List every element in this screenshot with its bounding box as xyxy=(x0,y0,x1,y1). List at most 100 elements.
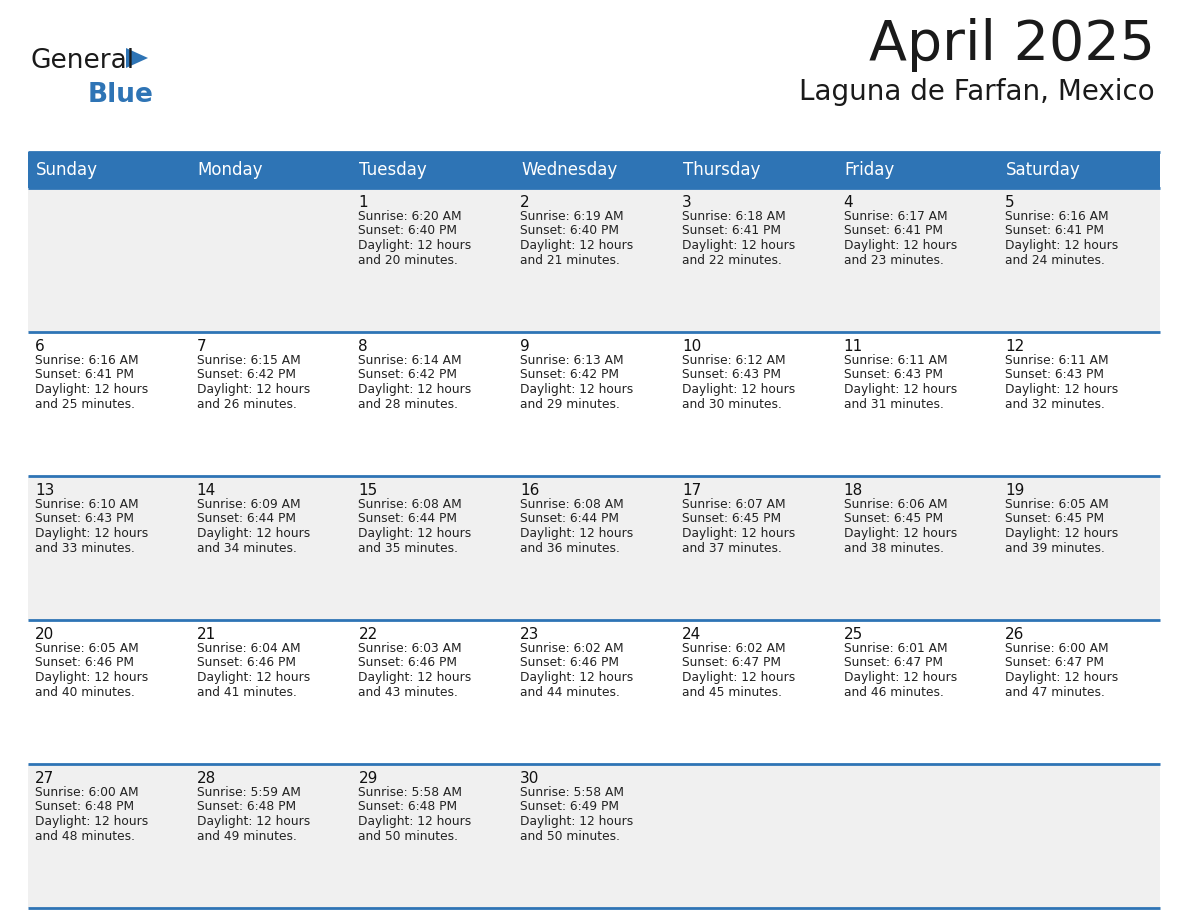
Bar xyxy=(998,476,1159,620)
Text: 24: 24 xyxy=(682,627,701,642)
Text: and 35 minutes.: and 35 minutes. xyxy=(359,542,459,554)
Text: Wednesday: Wednesday xyxy=(522,161,618,179)
Text: Sunset: 6:41 PM: Sunset: 6:41 PM xyxy=(34,368,134,382)
Text: and 26 minutes.: and 26 minutes. xyxy=(197,397,297,410)
Text: 4: 4 xyxy=(843,195,853,210)
Bar xyxy=(352,620,513,764)
Bar xyxy=(998,152,1159,188)
Text: Sunset: 6:42 PM: Sunset: 6:42 PM xyxy=(197,368,296,382)
Text: Sunrise: 6:11 AM: Sunrise: 6:11 AM xyxy=(843,354,947,367)
Text: Daylight: 12 hours: Daylight: 12 hours xyxy=(1005,383,1119,396)
Text: Sunrise: 6:05 AM: Sunrise: 6:05 AM xyxy=(34,642,139,655)
Bar xyxy=(513,332,675,476)
Text: Sunrise: 6:17 AM: Sunrise: 6:17 AM xyxy=(843,210,947,223)
Text: Sunset: 6:48 PM: Sunset: 6:48 PM xyxy=(197,800,296,813)
Text: Sunrise: 6:13 AM: Sunrise: 6:13 AM xyxy=(520,354,624,367)
Text: and 44 minutes.: and 44 minutes. xyxy=(520,686,620,699)
Text: 17: 17 xyxy=(682,483,701,498)
Bar xyxy=(190,332,352,476)
Text: Daylight: 12 hours: Daylight: 12 hours xyxy=(682,383,795,396)
Text: 2: 2 xyxy=(520,195,530,210)
Bar xyxy=(352,188,513,332)
Text: and 24 minutes.: and 24 minutes. xyxy=(1005,253,1105,266)
Text: 8: 8 xyxy=(359,339,368,354)
Text: 13: 13 xyxy=(34,483,55,498)
Bar xyxy=(836,764,998,908)
Text: Sunset: 6:43 PM: Sunset: 6:43 PM xyxy=(1005,368,1105,382)
Text: Sunrise: 6:16 AM: Sunrise: 6:16 AM xyxy=(1005,210,1108,223)
Bar xyxy=(29,188,190,332)
Text: General: General xyxy=(30,48,134,74)
Text: Laguna de Farfan, Mexico: Laguna de Farfan, Mexico xyxy=(800,78,1155,106)
Text: 29: 29 xyxy=(359,771,378,786)
Text: 30: 30 xyxy=(520,771,539,786)
Text: Daylight: 12 hours: Daylight: 12 hours xyxy=(520,815,633,828)
Text: Monday: Monday xyxy=(197,161,264,179)
Text: and 36 minutes.: and 36 minutes. xyxy=(520,542,620,554)
Text: Sunset: 6:43 PM: Sunset: 6:43 PM xyxy=(682,368,781,382)
Text: Sunrise: 6:06 AM: Sunrise: 6:06 AM xyxy=(843,498,947,511)
Text: Sunset: 6:48 PM: Sunset: 6:48 PM xyxy=(359,800,457,813)
Text: Daylight: 12 hours: Daylight: 12 hours xyxy=(520,383,633,396)
Text: Sunset: 6:41 PM: Sunset: 6:41 PM xyxy=(682,225,781,238)
Text: Sunset: 6:44 PM: Sunset: 6:44 PM xyxy=(520,512,619,525)
Text: and 41 minutes.: and 41 minutes. xyxy=(197,686,297,699)
Bar xyxy=(352,152,513,188)
Text: and 22 minutes.: and 22 minutes. xyxy=(682,253,782,266)
Bar xyxy=(513,188,675,332)
Bar xyxy=(836,476,998,620)
Text: Daylight: 12 hours: Daylight: 12 hours xyxy=(843,671,956,684)
Text: Daylight: 12 hours: Daylight: 12 hours xyxy=(843,527,956,540)
Text: and 43 minutes.: and 43 minutes. xyxy=(359,686,459,699)
Bar xyxy=(836,152,998,188)
Bar xyxy=(29,764,190,908)
Text: and 37 minutes.: and 37 minutes. xyxy=(682,542,782,554)
Text: 12: 12 xyxy=(1005,339,1024,354)
Text: and 30 minutes.: and 30 minutes. xyxy=(682,397,782,410)
Text: Daylight: 12 hours: Daylight: 12 hours xyxy=(197,815,310,828)
Text: Sunrise: 6:04 AM: Sunrise: 6:04 AM xyxy=(197,642,301,655)
Text: Daylight: 12 hours: Daylight: 12 hours xyxy=(34,815,148,828)
Bar xyxy=(513,620,675,764)
Bar xyxy=(675,332,836,476)
Polygon shape xyxy=(126,48,148,68)
Text: Sunset: 6:45 PM: Sunset: 6:45 PM xyxy=(682,512,781,525)
Text: Sunset: 6:45 PM: Sunset: 6:45 PM xyxy=(1005,512,1105,525)
Text: Sunrise: 6:00 AM: Sunrise: 6:00 AM xyxy=(34,786,139,799)
Bar xyxy=(675,476,836,620)
Bar xyxy=(29,620,190,764)
Bar xyxy=(675,620,836,764)
Bar xyxy=(513,476,675,620)
Text: and 47 minutes.: and 47 minutes. xyxy=(1005,686,1105,699)
Bar xyxy=(29,152,190,188)
Text: Sunrise: 6:02 AM: Sunrise: 6:02 AM xyxy=(682,642,785,655)
Bar xyxy=(190,764,352,908)
Text: 25: 25 xyxy=(843,627,862,642)
Text: Daylight: 12 hours: Daylight: 12 hours xyxy=(520,671,633,684)
Text: and 49 minutes.: and 49 minutes. xyxy=(197,830,297,843)
Text: Sunrise: 6:20 AM: Sunrise: 6:20 AM xyxy=(359,210,462,223)
Text: and 39 minutes.: and 39 minutes. xyxy=(1005,542,1105,554)
Text: Sunset: 6:41 PM: Sunset: 6:41 PM xyxy=(843,225,942,238)
Text: Daylight: 12 hours: Daylight: 12 hours xyxy=(843,383,956,396)
Text: Sunrise: 6:09 AM: Sunrise: 6:09 AM xyxy=(197,498,301,511)
Text: Daylight: 12 hours: Daylight: 12 hours xyxy=(1005,239,1119,252)
Bar xyxy=(836,332,998,476)
Bar xyxy=(190,476,352,620)
Text: Daylight: 12 hours: Daylight: 12 hours xyxy=(34,671,148,684)
Text: Sunrise: 6:00 AM: Sunrise: 6:00 AM xyxy=(1005,642,1108,655)
Text: 28: 28 xyxy=(197,771,216,786)
Text: 9: 9 xyxy=(520,339,530,354)
Text: Sunrise: 5:58 AM: Sunrise: 5:58 AM xyxy=(359,786,462,799)
Bar xyxy=(675,188,836,332)
Text: Sunset: 6:41 PM: Sunset: 6:41 PM xyxy=(1005,225,1105,238)
Bar xyxy=(836,620,998,764)
Text: Daylight: 12 hours: Daylight: 12 hours xyxy=(34,527,148,540)
Text: and 40 minutes.: and 40 minutes. xyxy=(34,686,135,699)
Text: Daylight: 12 hours: Daylight: 12 hours xyxy=(197,671,310,684)
Text: Daylight: 12 hours: Daylight: 12 hours xyxy=(682,527,795,540)
Text: Sunrise: 6:07 AM: Sunrise: 6:07 AM xyxy=(682,498,785,511)
Text: Daylight: 12 hours: Daylight: 12 hours xyxy=(359,383,472,396)
Text: Sunrise: 6:11 AM: Sunrise: 6:11 AM xyxy=(1005,354,1108,367)
Text: Sunset: 6:49 PM: Sunset: 6:49 PM xyxy=(520,800,619,813)
